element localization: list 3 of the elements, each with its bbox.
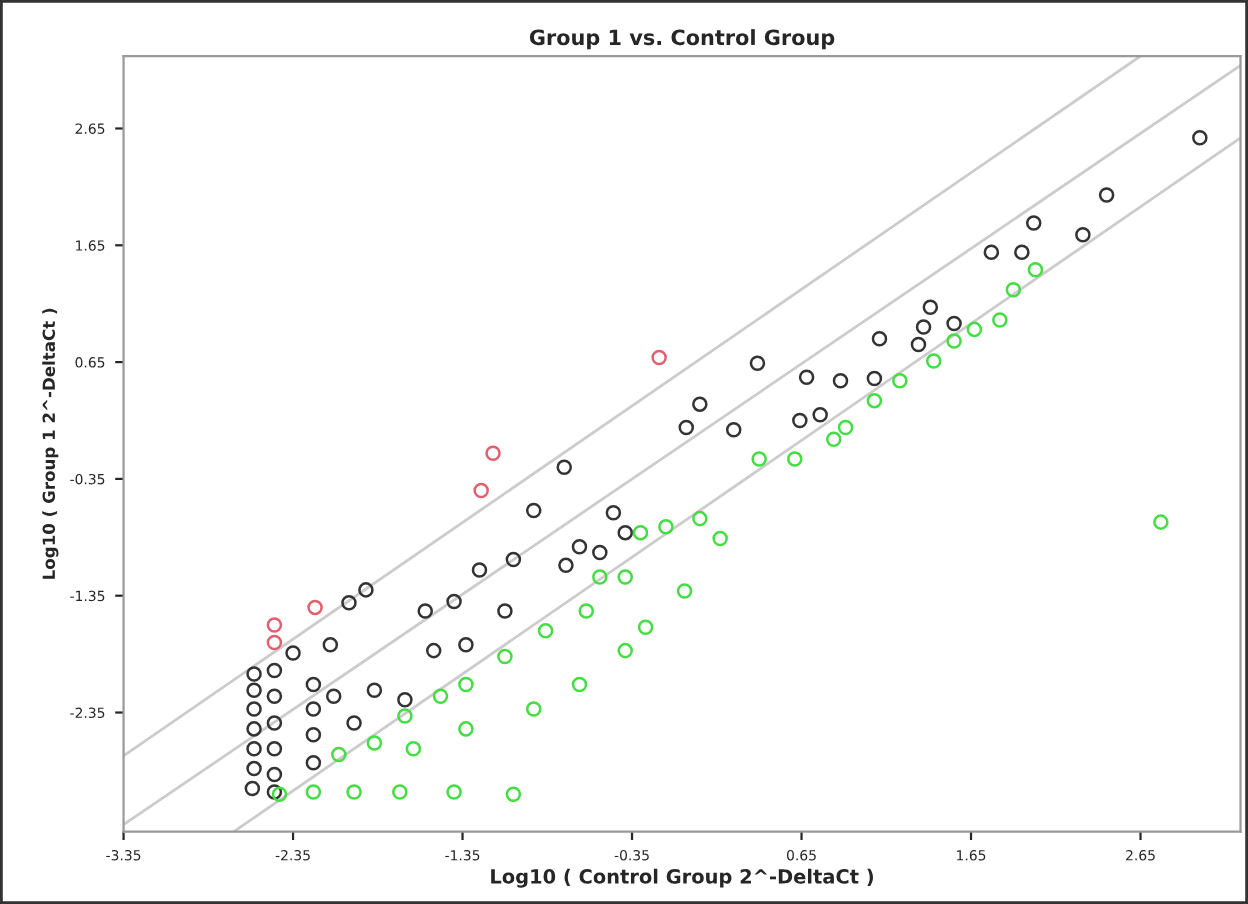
x-axis-title: Log10 ( Control Group 2^-DeltaCt )	[491, 868, 873, 888]
chart-title: Group 1 vs. Control Group	[529, 29, 835, 50]
y-axis-title: Log10 ( Group 1 2^-DeltaCt )	[42, 308, 59, 579]
